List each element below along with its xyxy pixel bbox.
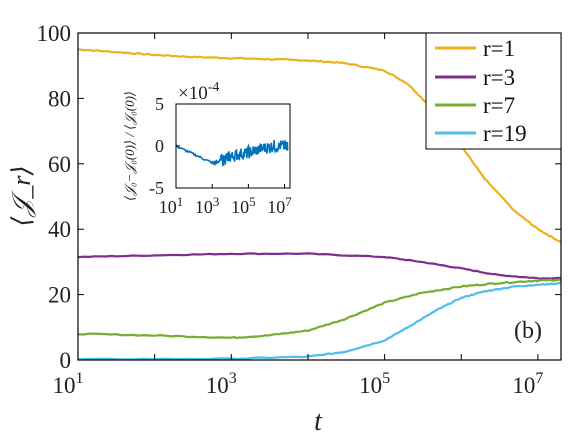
y-tick-label: 20 [48, 283, 71, 308]
inset-y-tick-label: -5 [149, 178, 164, 198]
legend: r=1 r=3 r=7 r=19 [425, 32, 562, 150]
main-ticks-group [77, 32, 561, 361]
inset-y-axis-label: ⟨𝒥₀−𝒥₀(0)⟩ / ⟨𝒥₀(0)⟩ [122, 91, 137, 201]
x-axis-label: t [314, 406, 323, 437]
panel-label: (b) [514, 318, 542, 344]
series-line-r3 [77, 252, 562, 280]
legend-box [425, 32, 562, 150]
main-plot-area: 101 103 105 107 0 20 40 60 80 100 t ⟨𝒥_r⟩ (b) [7, 21, 562, 437]
inset-plot: 101 103 105 107 -5 0 5 ×10-4 ⟨𝒥₀−𝒥₀(0)⟩ / ⟨𝒥₀(… [122, 80, 292, 217]
inset-x-tick-label: 101 [159, 194, 184, 217]
y-tick-label: 80 [48, 86, 71, 111]
inset-x-tick-label: 105 [231, 194, 256, 217]
inset-x-tick-label: 103 [195, 194, 220, 217]
legend-label-r19: r=19 [483, 121, 527, 146]
inset-tick-labels-group: 101 103 105 107 -5 0 5 [149, 94, 292, 217]
series-line-r7 [77, 278, 562, 339]
main-series-group [77, 48, 562, 361]
x-tick-label: 101 [53, 370, 84, 398]
inset-y-multiplier-base: ×10 [178, 83, 208, 104]
x-tick-label: 103 [206, 370, 237, 398]
inset-series-line [175, 139, 289, 167]
legend-label-r3: r=3 [483, 65, 515, 90]
main-tick-labels-group: 101 103 105 107 0 20 40 60 80 100 [37, 21, 544, 398]
x-tick-label: 107 [512, 370, 543, 398]
x-tick-label: 105 [359, 370, 390, 398]
series-line-r1 [77, 48, 562, 244]
legend-label-r1: r=1 [483, 36, 515, 61]
inset-y-tick-label: 5 [155, 94, 164, 114]
y-tick-label: 100 [37, 21, 72, 46]
y-axis-label: ⟨𝒥_r⟩ [7, 165, 36, 226]
y-tick-label: 60 [48, 152, 71, 177]
y-tick-label: 40 [48, 217, 71, 242]
y-tick-label: 0 [60, 348, 72, 373]
legend-label-r7: r=7 [483, 93, 515, 118]
inset-series-group [175, 139, 289, 167]
inset-ticks-group [175, 103, 286, 189]
inset-y-multiplier-exp: -4 [208, 80, 220, 95]
inset-y-multiplier: ×10-4 [178, 80, 219, 104]
main-plot-frame [77, 32, 562, 361]
inset-x-tick-label: 107 [267, 194, 292, 217]
series-line-r19 [77, 282, 562, 361]
inset-y-tick-label: 0 [155, 136, 164, 156]
